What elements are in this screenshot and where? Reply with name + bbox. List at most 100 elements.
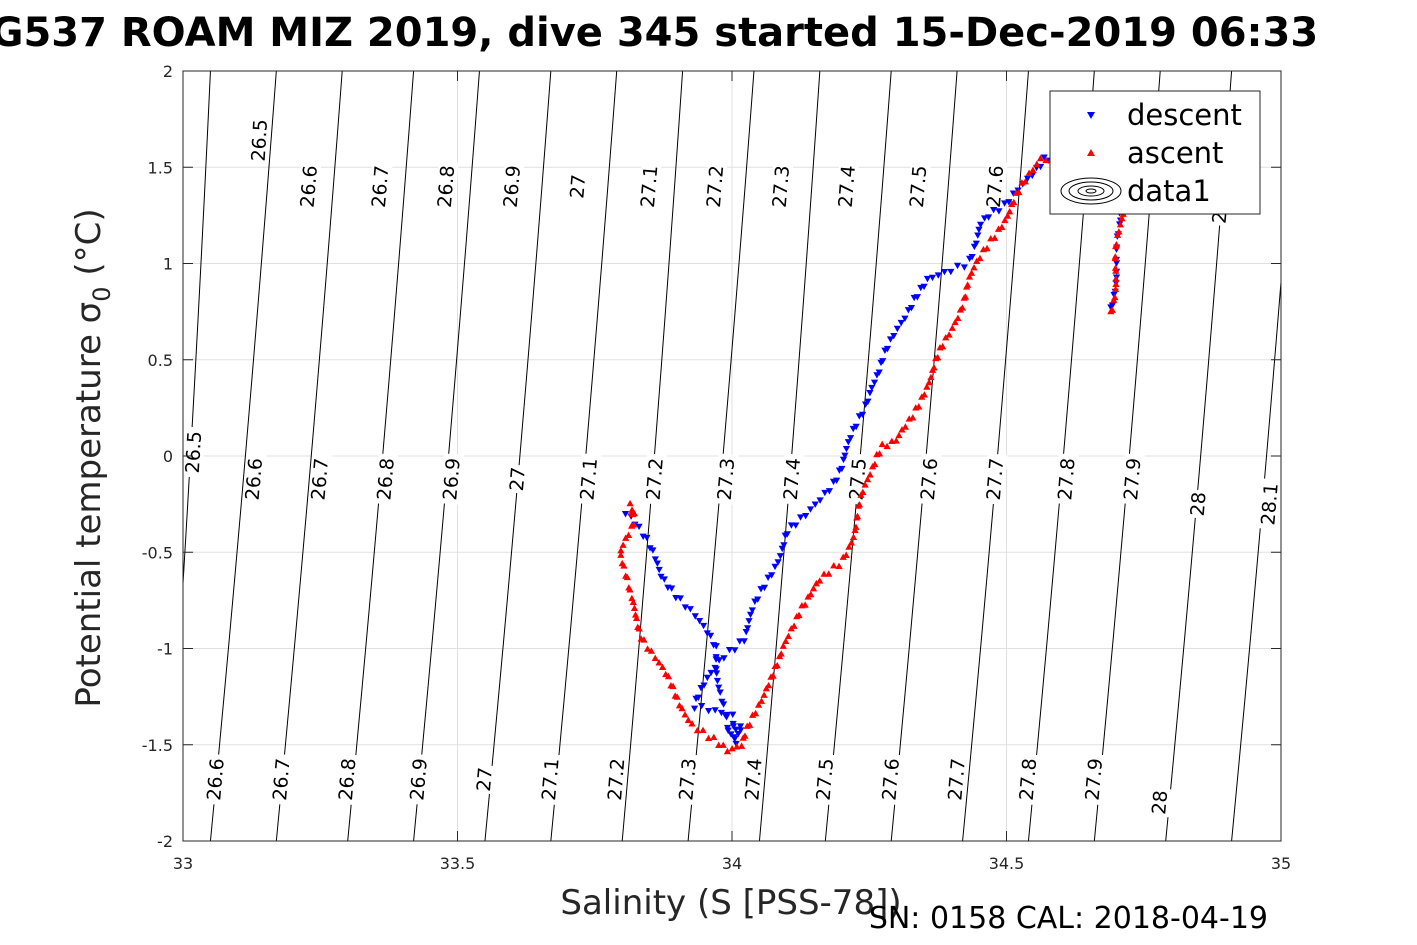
ascent-point <box>883 442 891 450</box>
ascent-point <box>956 306 964 313</box>
ascent-point <box>723 747 732 755</box>
descent-point <box>787 522 796 529</box>
isopycnal-label-bg <box>269 753 294 806</box>
isopycnal-label: 27.7 <box>944 757 970 801</box>
ascent-point <box>719 741 727 748</box>
descent-point <box>852 423 860 431</box>
y-tick-label: -0.5 <box>142 543 173 562</box>
x-tick-label: 33.5 <box>440 854 476 873</box>
ascent-point <box>892 437 900 444</box>
descent-point <box>839 456 848 464</box>
descent-point <box>727 731 735 738</box>
ascent-point <box>1108 306 1116 313</box>
ascent-point <box>762 684 770 692</box>
ascent-point <box>631 611 640 618</box>
isopycnal-label: 26.8 <box>335 757 361 801</box>
isopycnal-label: 27.5 <box>906 164 932 208</box>
descent-point <box>835 467 844 474</box>
legend: descent ascent data1 <box>1049 90 1261 215</box>
legend-ascent-marker <box>1087 149 1095 156</box>
descent-point <box>691 613 699 620</box>
ascent-point <box>628 594 636 602</box>
isopycnal-label-bg <box>637 160 662 213</box>
y-tick-label: 0 <box>163 447 173 466</box>
ascent-point <box>839 553 847 560</box>
ascent-point <box>743 722 751 729</box>
ascent-point <box>853 514 861 521</box>
ascent-point <box>960 294 968 301</box>
ascent-point <box>617 546 625 554</box>
descent-point <box>725 647 734 654</box>
descent-point <box>729 711 737 719</box>
y-tick-label: -1 <box>157 640 173 659</box>
ascent-point <box>737 742 746 749</box>
ascent-point <box>704 734 713 742</box>
legend-descent-marker <box>1087 112 1095 119</box>
ascent-point <box>793 612 801 620</box>
isopycnal-line <box>275 71 343 841</box>
descent-point <box>861 401 870 408</box>
isopycnal-label: 27.4 <box>780 457 805 501</box>
ascent-point <box>965 273 974 280</box>
descent-point <box>635 523 643 531</box>
isopycnal-label: 27.3 <box>675 757 701 801</box>
descent-point <box>723 724 732 732</box>
descent-point <box>699 622 708 630</box>
x-tick-label: 33 <box>173 854 193 873</box>
descent-point <box>776 553 784 560</box>
isopycnal-label: 27.3 <box>714 457 740 501</box>
ascent-point <box>655 659 663 666</box>
descent-point <box>1040 154 1048 161</box>
descent-point <box>907 304 916 312</box>
x-tick-label: 35 <box>1271 854 1291 873</box>
isopycnal-label: 27.9 <box>1120 457 1146 501</box>
ascent-point <box>901 423 909 430</box>
descent-point <box>711 707 719 714</box>
isopycnal-label: 27.5 <box>813 757 839 801</box>
isopycnal-label-bg <box>183 426 206 478</box>
isopycnal-label: 27.2 <box>703 165 728 209</box>
ascent-point <box>658 663 667 670</box>
isopycnal-label: 27.6 <box>878 757 904 801</box>
isopycnal-label: 28 <box>1148 790 1172 816</box>
isopycnal-label: 27.4 <box>741 757 766 801</box>
ascent-point <box>630 509 638 517</box>
descent-point <box>855 413 863 420</box>
ascent-point <box>936 343 944 351</box>
descent-point <box>690 705 699 713</box>
ascent-point <box>798 601 806 609</box>
descent-point <box>745 618 753 625</box>
ascent-point <box>849 533 858 540</box>
isopycnal-label-bg <box>439 453 465 505</box>
isopycnal-label: 26.8 <box>434 164 460 208</box>
ascent-point <box>1111 285 1120 293</box>
ascent-point <box>643 645 652 652</box>
ascent-point <box>748 711 757 718</box>
ascent-point <box>942 334 950 341</box>
descent-point <box>816 497 824 504</box>
descent-point <box>893 325 901 333</box>
contour-ring <box>1085 188 1097 194</box>
ascent-point <box>1003 212 1012 219</box>
descent-point <box>881 347 889 355</box>
legend-label: ascent <box>1127 136 1223 170</box>
ticks: 33 33.5 34 34.5 35 2 1.5 1 0.5 0 -0.5 -1 -1.5 -2 <box>142 62 1291 873</box>
ascent-point <box>1008 200 1016 208</box>
descent-point <box>716 689 724 696</box>
descent-point <box>764 574 772 581</box>
isopycnal-label-bg <box>944 753 970 806</box>
descent-point <box>746 611 755 619</box>
descent-point <box>657 573 665 581</box>
isopycnal-label-bg <box>675 753 701 806</box>
ascent-point <box>681 711 689 718</box>
ascent-point <box>667 681 675 689</box>
ascent-point <box>632 614 641 622</box>
ascent-point <box>1036 154 1045 162</box>
isopycnal-label-bg <box>813 753 838 806</box>
ascent-point <box>630 604 639 612</box>
isopycnal-label: 26.6 <box>242 457 268 501</box>
ascent-point <box>963 283 971 290</box>
isopycnal-label-bg <box>242 453 267 505</box>
ascent-point <box>755 701 763 708</box>
